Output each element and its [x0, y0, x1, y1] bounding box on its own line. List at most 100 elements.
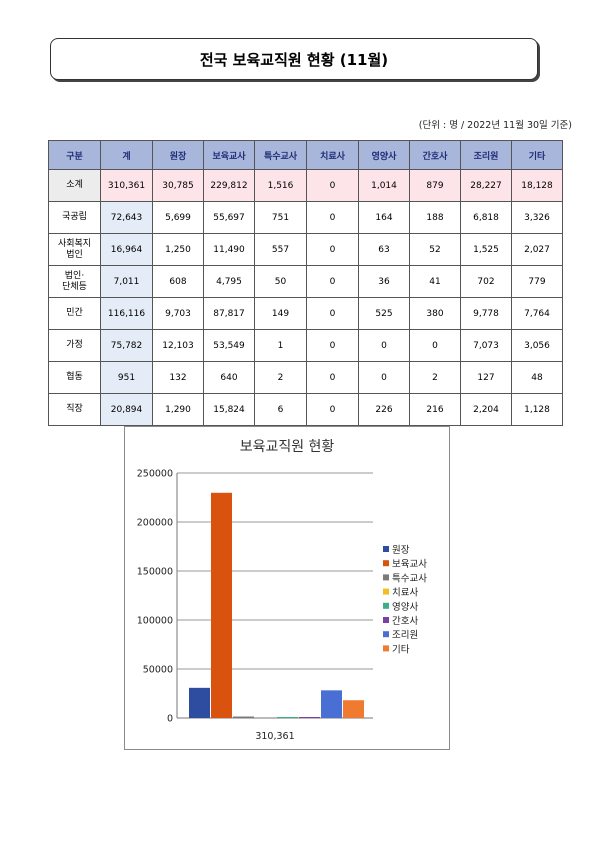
column-header: 치료사: [306, 140, 359, 170]
table-cell: 63: [358, 233, 410, 266]
table-cell: 7,073: [460, 329, 512, 362]
table-cell: 41: [409, 265, 461, 298]
legend-swatch: [383, 588, 389, 595]
table-row: 법인· 단체등 7,011 608 4,795 50 0 36 41 702 779: [48, 265, 563, 298]
table-cell: 2: [254, 361, 307, 394]
unit-note: (단위 : 명 / 2022년 11월 30일 기준): [418, 120, 572, 131]
table-row: 국공립 72,643 5,699 55,697 751 0 164 188 6,818 3,326: [48, 201, 563, 234]
total-cell: 72,643: [100, 201, 153, 234]
table-row: 소계 310,361 30,785 229,812 1,516 0 1,014 879 28,2…: [48, 169, 563, 202]
legend-label: 특수교사: [392, 573, 427, 584]
column-header: 간호사: [409, 140, 461, 170]
legend-swatch: [383, 602, 389, 609]
table-cell: 48: [511, 361, 563, 394]
table-cell: 6: [254, 393, 307, 426]
bar-2: [211, 492, 232, 718]
bar-1: [189, 687, 210, 718]
total-cell: 75,782: [100, 329, 153, 362]
table-cell: 0: [306, 393, 359, 426]
bar-7: [321, 690, 342, 718]
row-label: 가정: [48, 329, 101, 362]
table-cell: 557: [254, 233, 307, 266]
table-cell: 28,227: [460, 169, 512, 202]
table-cell: 55,697: [203, 201, 255, 234]
row-label-line: 직장: [66, 404, 83, 414]
table-cell: 0: [306, 233, 359, 266]
table-cell: 50: [254, 265, 307, 298]
table-cell: 9,703: [152, 297, 204, 330]
column-header: 구분: [48, 140, 101, 170]
table-cell: 11,490: [203, 233, 255, 266]
table-cell: 1: [254, 329, 307, 362]
y-tick-label: 200000: [137, 518, 173, 529]
total-cell: 951: [100, 361, 153, 394]
chart-frame: 보육교직원 현황 0 50000 100000 150000 200000 250000 31…: [124, 426, 450, 750]
table-cell: 2: [409, 361, 461, 394]
table-cell: 879: [409, 169, 461, 202]
bar-3: [233, 716, 254, 718]
row-label: 협동: [48, 361, 101, 394]
table-cell: 216: [409, 393, 461, 426]
row-label-line: 가정: [66, 340, 83, 350]
table-cell: 164: [358, 201, 410, 234]
table-cell: 0: [306, 361, 359, 394]
column-header: 보육교사: [203, 140, 255, 170]
row-label-line: 민간: [66, 308, 83, 318]
row-label-line: 국공립: [62, 212, 87, 222]
table-cell: 52: [409, 233, 461, 266]
table-cell: 9,778: [460, 297, 512, 330]
table-cell: 5,699: [152, 201, 204, 234]
table-cell: 0: [306, 297, 359, 330]
table-cell: 6,818: [460, 201, 512, 234]
row-label-line: 법인·: [64, 270, 85, 281]
y-tick-label: 100000: [137, 616, 173, 627]
row-label: 사회복지 법인: [48, 233, 101, 266]
table-cell: 1,250: [152, 233, 204, 266]
table-cell: 0: [409, 329, 461, 362]
table-cell: 2,027: [511, 233, 563, 266]
y-tick-label: 250000: [137, 469, 173, 480]
document-title-text: 전국 보육교직원 현황 (11월): [199, 50, 389, 69]
legend-label: 조리원: [392, 630, 418, 641]
total-cell: 310,361: [100, 169, 153, 202]
column-header: 계: [100, 140, 153, 170]
legend-swatch: [383, 631, 389, 638]
table-cell: 15,824: [203, 393, 255, 426]
legend-swatch: [383, 560, 389, 567]
legend-swatch: [383, 617, 389, 623]
bar-chart: 보육교직원 현황 0 50000 100000 150000 200000 250000 31…: [137, 439, 427, 742]
legend-label: 영양사: [392, 602, 418, 613]
table-cell: 0: [358, 361, 410, 394]
table-cell: 7,764: [511, 297, 563, 330]
row-label-line: 협동: [66, 372, 83, 382]
legend-label: 간호사: [392, 616, 418, 627]
chart-title: 보육교직원 현황: [240, 439, 335, 455]
row-label: 민간: [48, 297, 101, 330]
x-category-label: 310,361: [255, 731, 294, 742]
row-label-line: 법인: [66, 249, 83, 260]
table-cell: 87,817: [203, 297, 255, 330]
row-label: 법인· 단체등: [48, 265, 101, 298]
table-cell: 751: [254, 201, 307, 234]
row-label: 국공립: [48, 201, 101, 234]
table-cell: 4,795: [203, 265, 255, 298]
legend-label: 치료사: [392, 587, 418, 599]
table-cell: 525: [358, 297, 410, 330]
table-header-row: 구분 계 원장 보육교사 특수교사 치료사 영양사 간호사 조리원 기타: [48, 140, 563, 170]
table-cell: 149: [254, 297, 307, 330]
row-label-line: 단체등: [62, 281, 87, 292]
table-cell: 0: [306, 201, 359, 234]
bar-5: [277, 717, 298, 718]
table-row: 사회복지 법인 16,964 1,250 11,490 557 0 63 52 1,525 2,02…: [48, 233, 563, 266]
table-cell: 3,056: [511, 329, 563, 362]
table-cell: 1,525: [460, 233, 512, 266]
table-cell: 0: [306, 169, 359, 202]
y-tick-label: 0: [167, 714, 173, 725]
y-tick-label: 150000: [137, 567, 173, 578]
legend-swatch: [383, 574, 389, 581]
table-cell: 1,014: [358, 169, 410, 202]
staff-table: 구분 계 원장 보육교사 특수교사 치료사 영양사 간호사 조리원 기타 소계 310,361 30,…: [48, 140, 563, 426]
table-cell: 36: [358, 265, 410, 298]
table-cell: 1,290: [152, 393, 204, 426]
table-row: 가정 75,782 12,103 53,549 1 0 0 0 7,073 3,056: [48, 329, 563, 362]
